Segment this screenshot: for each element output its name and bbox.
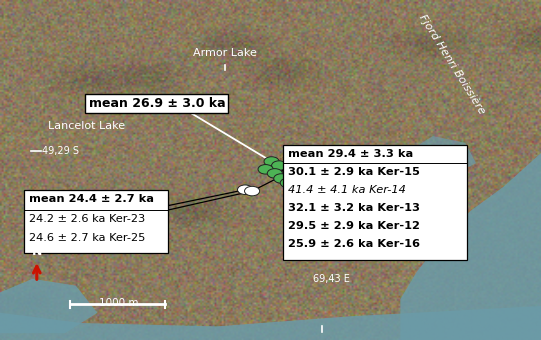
Text: 69,43 E: 69,43 E	[313, 274, 349, 284]
Text: Fjord Henri Boissière: Fjord Henri Boissière	[417, 13, 487, 116]
Text: Armor Lake: Armor Lake	[193, 48, 256, 58]
Text: mean 29.4 ± 3.3 ka: mean 29.4 ± 3.3 ka	[288, 149, 413, 158]
Text: 29.5 ± 2.9 ka Ker-12: 29.5 ± 2.9 ka Ker-12	[288, 221, 420, 231]
Text: 24.6 ± 2.7 ka Ker-25: 24.6 ± 2.7 ka Ker-25	[29, 233, 145, 243]
FancyBboxPatch shape	[283, 144, 467, 260]
Polygon shape	[400, 153, 541, 340]
Text: Lancelot Lake: Lancelot Lake	[48, 121, 125, 131]
Circle shape	[258, 165, 273, 174]
Circle shape	[272, 161, 287, 170]
Text: N: N	[31, 245, 42, 258]
Text: 32.1 ± 3.2 ka Ker-13: 32.1 ± 3.2 ka Ker-13	[288, 203, 420, 212]
Polygon shape	[0, 306, 541, 340]
Text: 24.2 ± 2.6 ka Ker-23: 24.2 ± 2.6 ka Ker-23	[29, 214, 145, 224]
Circle shape	[274, 174, 289, 183]
Circle shape	[264, 157, 279, 166]
Circle shape	[245, 186, 260, 196]
Text: mean 24.4 ± 2.7 ka: mean 24.4 ± 2.7 ka	[29, 194, 154, 204]
Polygon shape	[411, 136, 476, 177]
Text: 41.4 ± 4.1 ka Ker-14: 41.4 ± 4.1 ka Ker-14	[288, 185, 406, 194]
Circle shape	[280, 178, 295, 188]
Polygon shape	[0, 279, 97, 333]
Text: 1000 m: 1000 m	[99, 298, 139, 308]
Text: 49,29 S: 49,29 S	[42, 146, 79, 156]
FancyBboxPatch shape	[24, 190, 168, 253]
Text: 25.9 ± 2.6 ka Ker-16: 25.9 ± 2.6 ka Ker-16	[288, 239, 420, 249]
Text: 30.1 ± 2.9 ka Ker-15: 30.1 ± 2.9 ka Ker-15	[288, 167, 420, 176]
Circle shape	[237, 185, 253, 194]
Circle shape	[267, 169, 282, 178]
Text: mean 26.9 ± 3.0 ka: mean 26.9 ± 3.0 ka	[89, 97, 225, 110]
